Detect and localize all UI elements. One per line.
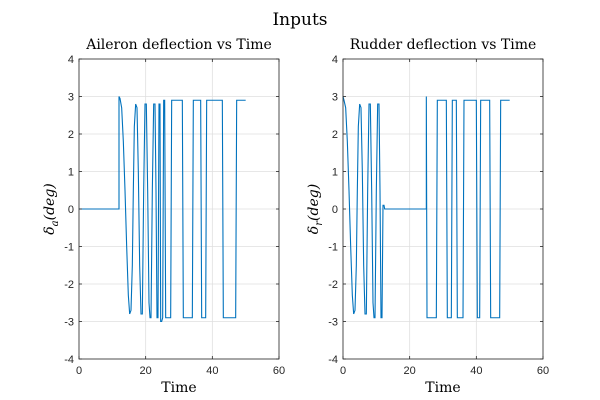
- aileron-plot: 0 20 40 60 -4 -3 -2 -1 0 1 2 3 4 Aileron deflection v…: [42, 37, 285, 396]
- x-tick-label: 60: [537, 365, 549, 377]
- x-tick-label: 20: [404, 365, 416, 377]
- y-tick-label: -1: [328, 242, 338, 254]
- y-tick-label: 3: [68, 92, 74, 104]
- x-tick-label: 40: [470, 365, 482, 377]
- y-axis-label-subscript: r: [314, 220, 325, 226]
- y-axis-label-unit: (deg): [42, 183, 58, 220]
- figure-title: Inputs: [272, 10, 327, 30]
- y-tick-label: 1: [68, 167, 74, 179]
- x-axis-label: Time: [425, 380, 460, 396]
- y-tick-label: 0: [68, 204, 74, 216]
- y-tick-label: -4: [64, 354, 74, 366]
- y-tick-label: -1: [64, 242, 74, 254]
- y-tick-label: 2: [332, 129, 338, 141]
- y-tick-label: 4: [68, 54, 74, 66]
- plot-title: Rudder deflection vs Time: [350, 37, 537, 53]
- y-axis-label: δa(deg): [42, 183, 61, 235]
- y-axis-label-unit: (deg): [306, 184, 322, 221]
- y-axis-label-subscript: a: [50, 220, 61, 226]
- y-axis-label: δr(deg): [306, 184, 325, 234]
- x-axis-label: Time: [161, 380, 196, 396]
- rudder-plot: 0 20 40 60 -4 -3 -2 -1 0 1 2 3 4 Rudder deflection vs…: [306, 37, 549, 396]
- y-tick-label: 4: [332, 54, 338, 66]
- y-tick-label: -2: [328, 279, 338, 291]
- y-tick-label: 0: [332, 204, 338, 216]
- y-axis-label-base: δ: [306, 226, 322, 234]
- plot-title: Aileron deflection vs Time: [85, 37, 272, 53]
- x-tick-label: 0: [340, 365, 346, 377]
- series-line: [79, 96, 246, 323]
- y-tick-label: 1: [332, 167, 338, 179]
- x-tick-label: 0: [76, 365, 82, 377]
- y-tick-label: -3: [64, 317, 74, 329]
- y-tick-label: -4: [328, 354, 338, 366]
- series-line: [342, 96, 510, 319]
- y-tick-label: 2: [68, 129, 74, 141]
- x-tick-label: 20: [140, 365, 152, 377]
- y-axis-label-base: δ: [42, 226, 58, 234]
- y-tick-label: 3: [332, 92, 338, 104]
- x-tick-label: 60: [273, 365, 285, 377]
- y-tick-label: -3: [328, 317, 338, 329]
- x-tick-label: 40: [206, 365, 218, 377]
- y-tick-label: -2: [64, 279, 74, 291]
